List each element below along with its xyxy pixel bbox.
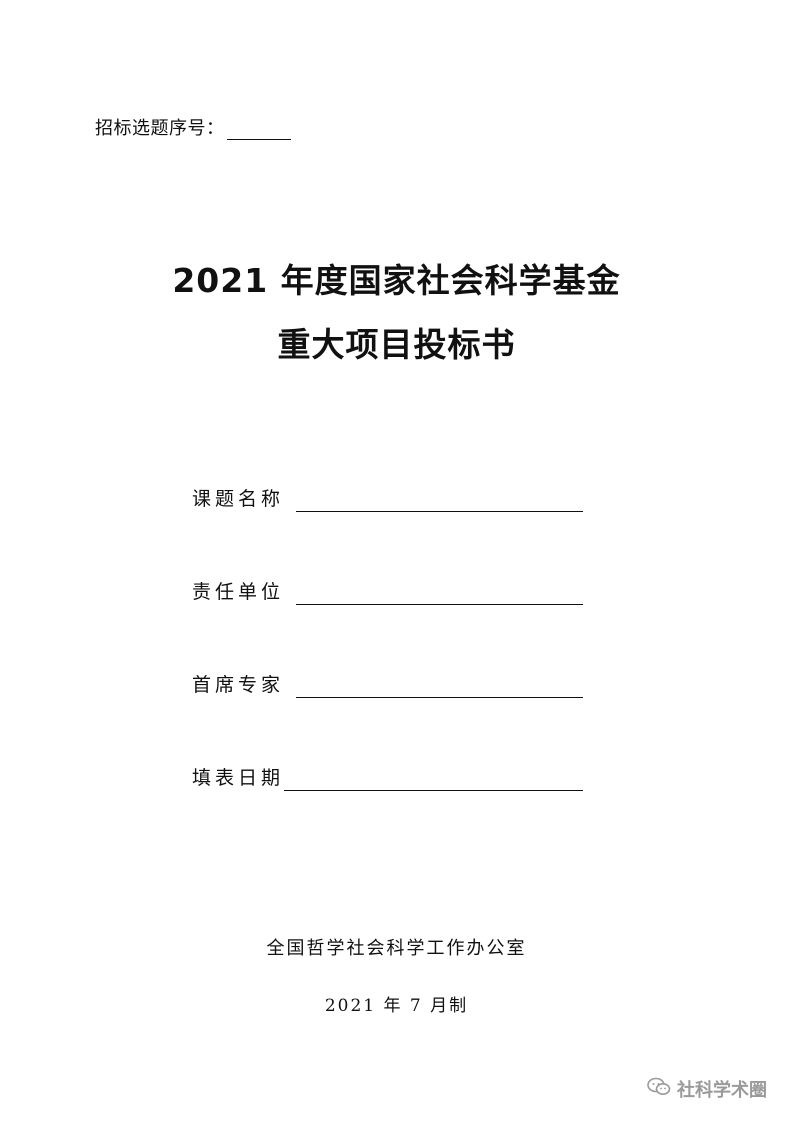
- field-label-responsible-unit: 责任单位: [192, 581, 285, 603]
- document-title-line-2: 重大项目投标书: [277, 325, 516, 364]
- wechat-icon: [647, 1077, 677, 1102]
- serial-label: 招标选题序号：: [95, 118, 225, 139]
- field-blank-fill-date: [284, 766, 584, 791]
- issuing-office: 全国哲学社会科学工作办公室: [266, 938, 527, 959]
- field-label-fill-date: 填表日期: [192, 767, 285, 789]
- field-fill-date: 填表日期: [192, 765, 584, 791]
- field-blank-topic-name: [296, 487, 584, 512]
- field-label-chief-expert: 首席专家: [192, 674, 285, 696]
- watermark-text: 社科学术圈: [677, 1080, 767, 1101]
- field-topic-name: 课题名称: [192, 486, 584, 512]
- field-blank-chief-expert: [296, 673, 584, 698]
- field-responsible-unit: 责任单位: [192, 579, 584, 605]
- watermark: 社科学术圈: [647, 1076, 767, 1102]
- issue-date: 2021 年 7 月制: [324, 996, 469, 1016]
- field-blank-responsible-unit: [296, 580, 584, 605]
- document-title-line-1: 2021 年度国家社会科学基金: [172, 261, 621, 300]
- field-chief-expert: 首席专家: [192, 672, 584, 698]
- field-label-topic-name: 课题名称: [192, 488, 285, 510]
- serial-blank-line: [226, 117, 291, 140]
- selection-serial-number: 招标选题序号：: [95, 114, 291, 140]
